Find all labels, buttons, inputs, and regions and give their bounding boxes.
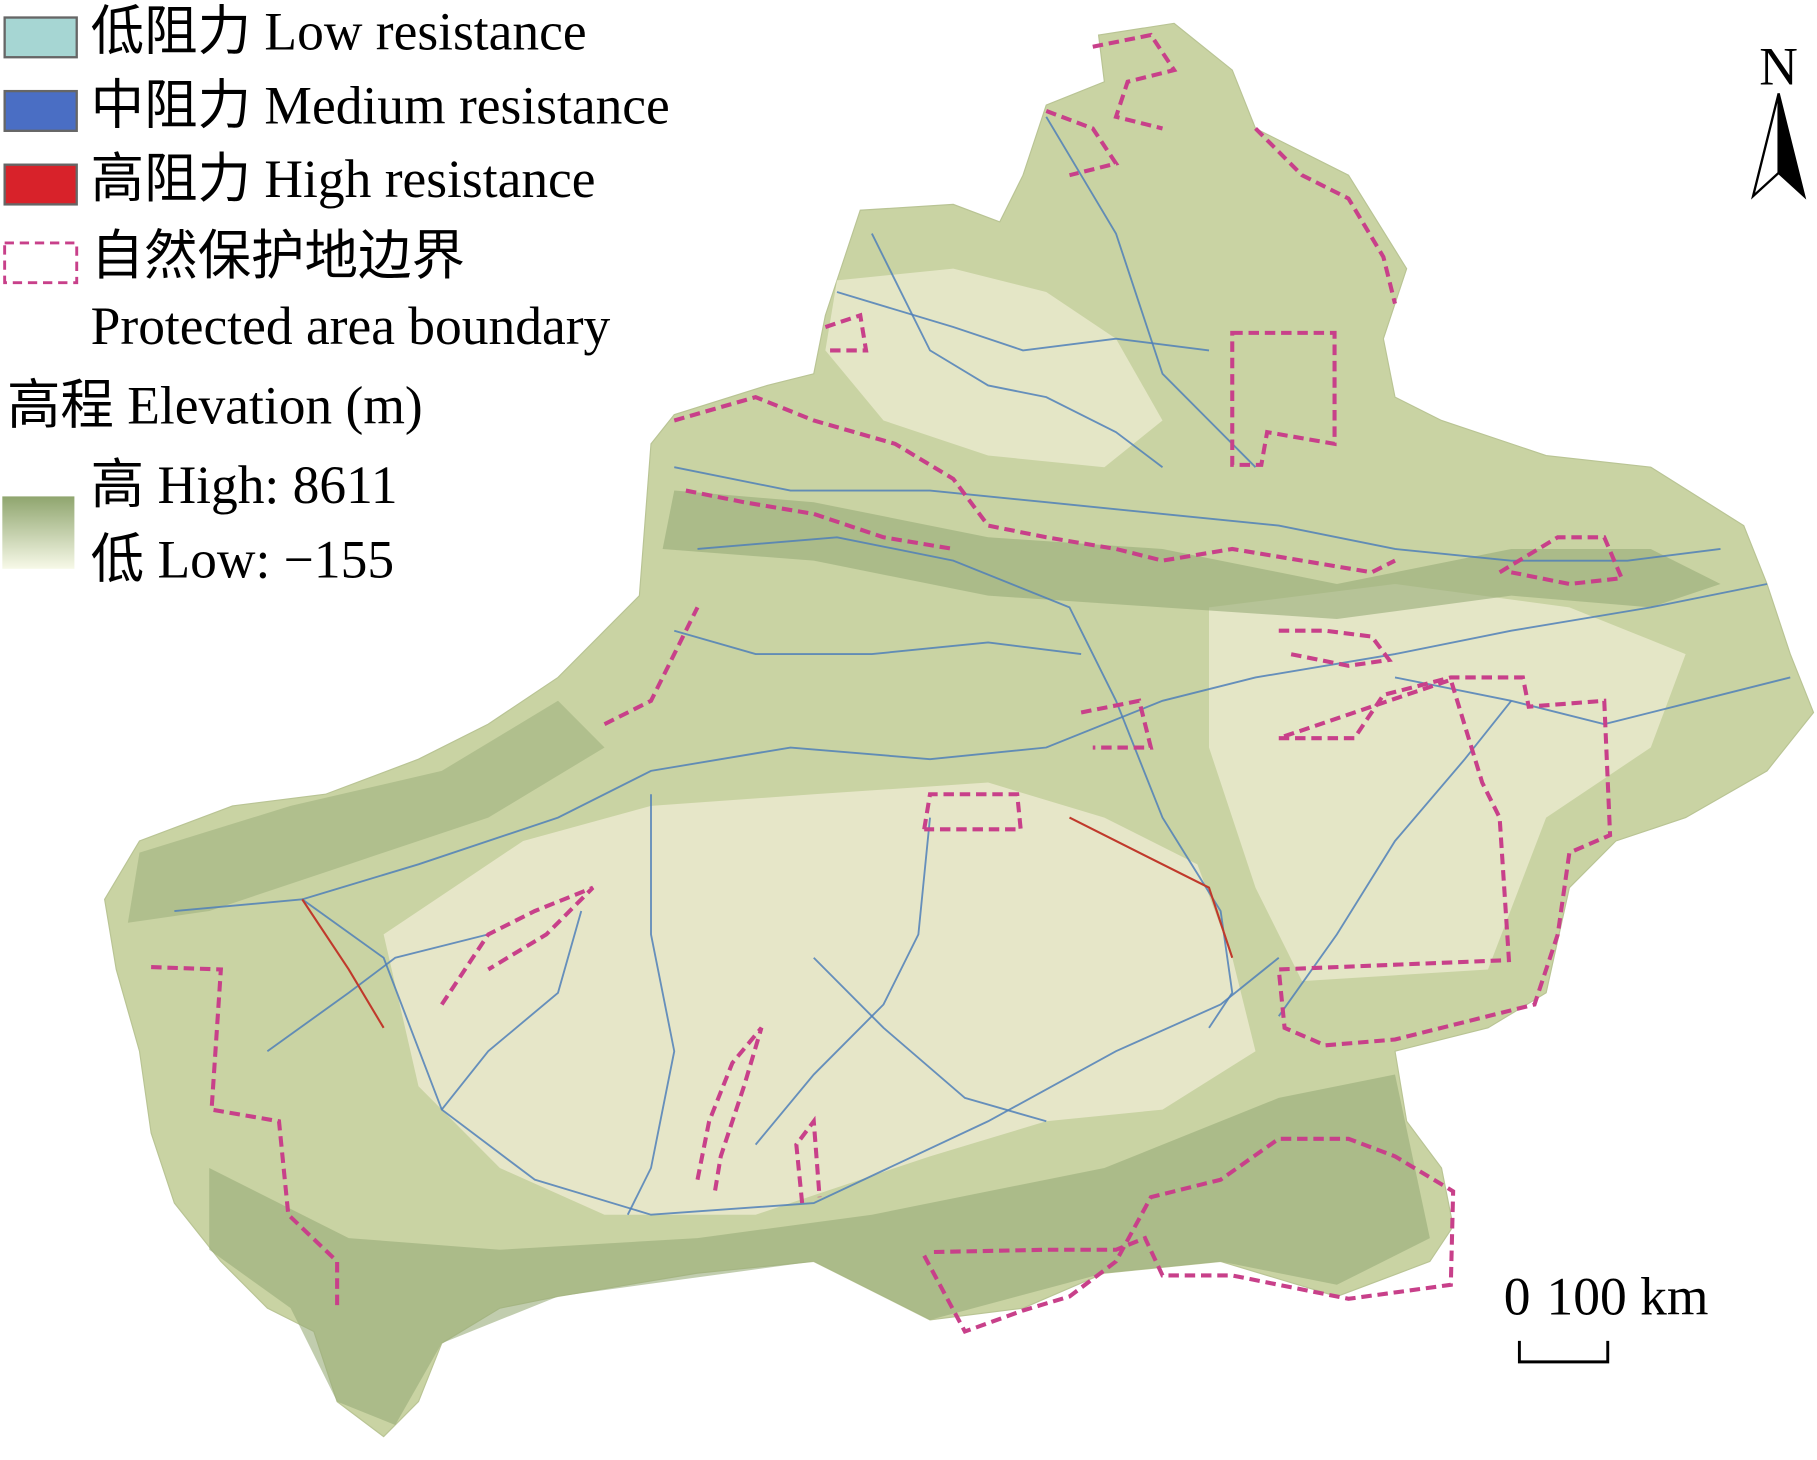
basin <box>1209 584 1686 982</box>
legend-label: 自然保护地边界 <box>91 226 465 286</box>
mountain <box>209 1074 1430 1425</box>
north-arrow <box>1777 93 1807 200</box>
mountain <box>127 700 605 923</box>
elevation-low: 低 Low: −155 <box>91 530 394 590</box>
north-label: N <box>1759 37 1798 97</box>
protected-areas <box>151 32 1625 1335</box>
legend-label: 中阻力 Medium resistance <box>91 75 670 135</box>
north-arrow <box>1751 93 1780 200</box>
elevation-ramp <box>2 496 75 569</box>
legend-swatch <box>3 16 78 59</box>
elevation-title: 高程 Elevation (m) <box>7 375 423 435</box>
legend-swatch <box>3 163 78 206</box>
scale-zero: 0 <box>1504 1267 1531 1327</box>
legend-swatch <box>3 89 78 132</box>
legend-label: Protected area boundary <box>91 296 611 356</box>
scale-label: 100 km <box>1547 1267 1709 1327</box>
scale-bar <box>1517 1340 1610 1364</box>
basin <box>825 268 1163 468</box>
basin <box>383 782 1256 1215</box>
elevation-high: 高 High: 8611 <box>91 455 398 515</box>
legend-label: 高阻力 High resistance <box>91 149 596 209</box>
legend-label: 低阻力 Low resistance <box>91 2 587 62</box>
legend-swatch <box>3 241 79 285</box>
